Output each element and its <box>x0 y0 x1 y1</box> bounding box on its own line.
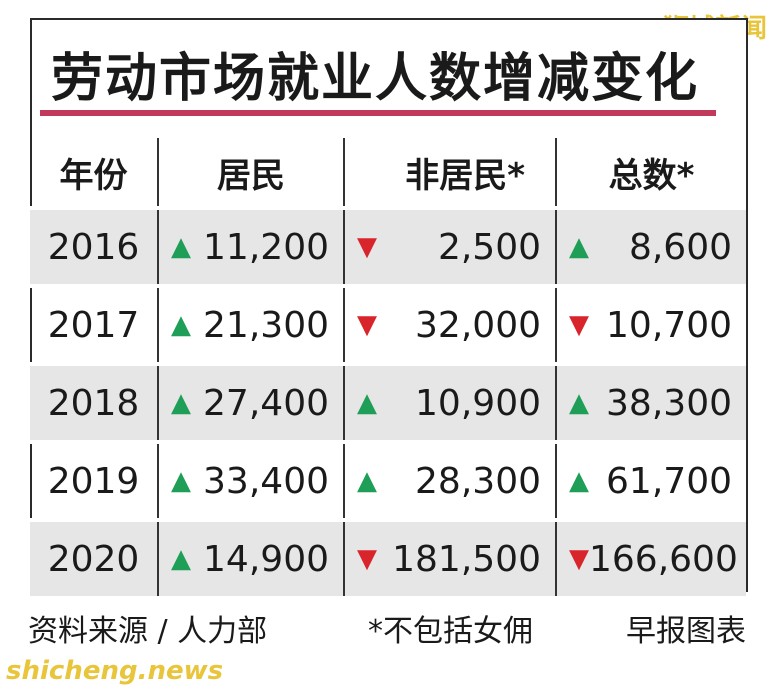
cell-resident: ▲ 11,200 <box>158 208 345 286</box>
value-text: 14,900 <box>203 538 329 580</box>
watermark-bottom: shicheng.news <box>6 656 224 686</box>
cell-nonresident: ▼ 32,000 <box>344 286 557 364</box>
value-text: 166,600 <box>589 538 738 580</box>
cell-year: 2018 <box>30 364 159 442</box>
triangle-up-icon: ▲ <box>357 466 377 496</box>
cell-total: ▲ 8,600 <box>556 208 746 286</box>
cell-year: 2016 <box>30 208 159 286</box>
triangle-down-icon: ▼ <box>357 232 377 262</box>
triangle-up-icon: ▲ <box>171 388 191 418</box>
value-text: 61,700 <box>606 460 732 502</box>
cell-resident: ▲ 27,400 <box>158 364 345 442</box>
triangle-up-icon: ▲ <box>357 388 377 418</box>
triangle-up-icon: ▲ <box>171 310 191 340</box>
cell-year: 2017 <box>30 286 159 364</box>
table-row: 2019 ▲ 33,400 ▲ 28,300 ▲ 61,700 <box>30 442 746 520</box>
source-note: 资料来源 / 人力部 <box>28 614 268 649</box>
triangle-up-icon: ▲ <box>569 388 589 418</box>
triangle-up-icon: ▲ <box>171 466 191 496</box>
value-text: 10,700 <box>606 304 732 346</box>
triangle-up-icon: ▲ <box>569 466 589 496</box>
title-underline <box>40 110 716 116</box>
cell-resident: ▲ 33,400 <box>158 442 345 520</box>
value-text: 8,600 <box>628 226 732 268</box>
employment-table: 年份 居民 非居民* 总数* 2016 ▲ 11,200 ▼ 2,500 ▲ 8,600 20… <box>30 138 746 596</box>
value-text: 33,400 <box>203 460 329 502</box>
cell-nonresident: ▼ 181,500 <box>344 520 557 596</box>
table-row: 2020 ▲ 14,900 ▼ 181,500 ▼ 166,600 <box>30 520 746 596</box>
cell-nonresident: ▲ 28,300 <box>344 442 557 520</box>
table-row: 2018 ▲ 27,400 ▲ 10,900 ▲ 38,300 <box>30 364 746 442</box>
triangle-up-icon: ▲ <box>569 232 589 262</box>
cell-resident: ▲ 21,300 <box>158 286 345 364</box>
header-total: 总数* <box>608 155 695 196</box>
value-text: 10,900 <box>415 382 541 424</box>
cell-total: ▲ 61,700 <box>556 442 746 520</box>
triangle-down-icon: ▼ <box>357 310 377 340</box>
header-resident: 居民 <box>158 138 345 208</box>
value-text: 21,300 <box>203 304 329 346</box>
credit-note: 早报图表 <box>626 614 746 649</box>
cell-total: ▲ 38,300 <box>556 364 746 442</box>
triangle-down-icon: ▼ <box>357 544 377 574</box>
cell-total: ▼ 166,600 <box>556 520 746 596</box>
header-row: 年份 居民 非居民* 总数* <box>30 138 746 208</box>
header-year: 年份 <box>30 138 159 208</box>
cell-nonresident: ▲ 10,900 <box>344 364 557 442</box>
value-text: 38,300 <box>606 382 732 424</box>
table-row: 2016 ▲ 11,200 ▼ 2,500 ▲ 8,600 <box>30 208 746 286</box>
cell-year: 2020 <box>30 520 159 596</box>
table-row: 2017 ▲ 21,300 ▼ 32,000 ▼ 10,700 <box>30 286 746 364</box>
value-text: 32,000 <box>415 304 541 346</box>
chart-title: 劳动市场就业人数增减变化 <box>50 49 699 109</box>
header-nonresident: 非居民* <box>344 138 557 208</box>
cell-nonresident: ▼ 2,500 <box>344 208 557 286</box>
cell-year: 2019 <box>30 442 159 520</box>
cell-total: ▼ 10,700 <box>556 286 746 364</box>
footnote: *不包括女佣 <box>368 614 533 649</box>
triangle-down-icon: ▼ <box>569 310 589 340</box>
triangle-up-icon: ▲ <box>171 232 191 262</box>
triangle-up-icon: ▲ <box>171 544 191 574</box>
cell-resident: ▲ 14,900 <box>158 520 345 596</box>
value-text: 27,400 <box>203 382 329 424</box>
value-text: 28,300 <box>415 460 541 502</box>
value-text: 2,500 <box>437 226 541 268</box>
value-text: 11,200 <box>203 226 329 268</box>
value-text: 181,500 <box>392 538 541 580</box>
triangle-down-icon: ▼ <box>569 544 589 574</box>
